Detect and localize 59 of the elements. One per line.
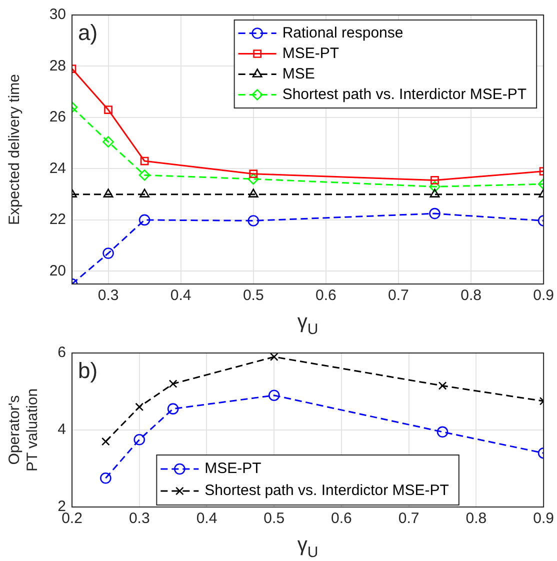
x-tick-label: 0.9 (533, 287, 554, 304)
point (429, 181, 440, 192)
x-tick-label: 0.7 (398, 510, 420, 528)
y-tick-label: 20 (49, 262, 66, 280)
point (102, 136, 114, 148)
point (436, 426, 448, 438)
x-tick-label: 0.3 (98, 287, 119, 304)
x-tick-label: 0.9 (533, 510, 554, 528)
point (135, 402, 144, 412)
point (248, 215, 260, 226)
x-tick-label: 0.5 (242, 287, 264, 304)
x-tick-label: 0.2 (62, 510, 82, 528)
y-tick-label: 6 (58, 344, 66, 362)
point (168, 380, 178, 388)
point (270, 353, 278, 362)
point (138, 214, 150, 226)
point (102, 437, 110, 446)
point (104, 106, 112, 114)
point (140, 156, 149, 166)
legend-label: Shortest path vs. Interdictor MSE-PT (282, 86, 527, 103)
legend-label: MSE-PT (204, 460, 262, 478)
annotation: b) (78, 358, 98, 384)
x-tick-label: 0.6 (331, 510, 352, 528)
x-tick-label: 0.8 (460, 287, 482, 304)
point (430, 188, 440, 198)
y-tick-label: 22 (49, 211, 66, 228)
legend-label: MSE-PT (282, 44, 339, 62)
y-tick-label: 24 (49, 160, 66, 177)
point (249, 170, 258, 178)
point (102, 248, 114, 259)
y-axis-title: Expected delivery time (6, 74, 24, 225)
point (140, 188, 150, 198)
x-tick-label: 0.6 (315, 287, 336, 304)
x-tick-label: 0.7 (388, 287, 409, 304)
y-tick-label: 26 (49, 108, 66, 126)
point (429, 208, 440, 220)
point (430, 176, 439, 184)
point (134, 434, 146, 446)
point (167, 403, 179, 414)
y-tick-label: 4 (58, 421, 66, 438)
point (268, 390, 280, 401)
point (138, 169, 150, 181)
point (103, 188, 114, 198)
point (100, 472, 112, 484)
legend-label: MSE (282, 65, 315, 82)
y-tick-label: 28 (49, 57, 66, 74)
x-tick-label: 0.3 (128, 510, 150, 528)
legend-label: Rational response (282, 24, 404, 42)
point (248, 188, 258, 198)
y-tick-label: 30 (49, 6, 66, 24)
x-tick-label: 0.4 (170, 287, 192, 304)
x-tick-label: 0.5 (264, 510, 285, 528)
y-axis-title: Operator's PT valuation (6, 388, 42, 472)
point (438, 382, 447, 390)
point (248, 173, 260, 185)
x-tick-label: 0.8 (466, 510, 487, 528)
legend-label: Shortest path vs. Interdictor MSE-PT (204, 482, 449, 500)
annotation: a) (78, 20, 98, 46)
x-tick-label: 0.4 (196, 510, 218, 528)
